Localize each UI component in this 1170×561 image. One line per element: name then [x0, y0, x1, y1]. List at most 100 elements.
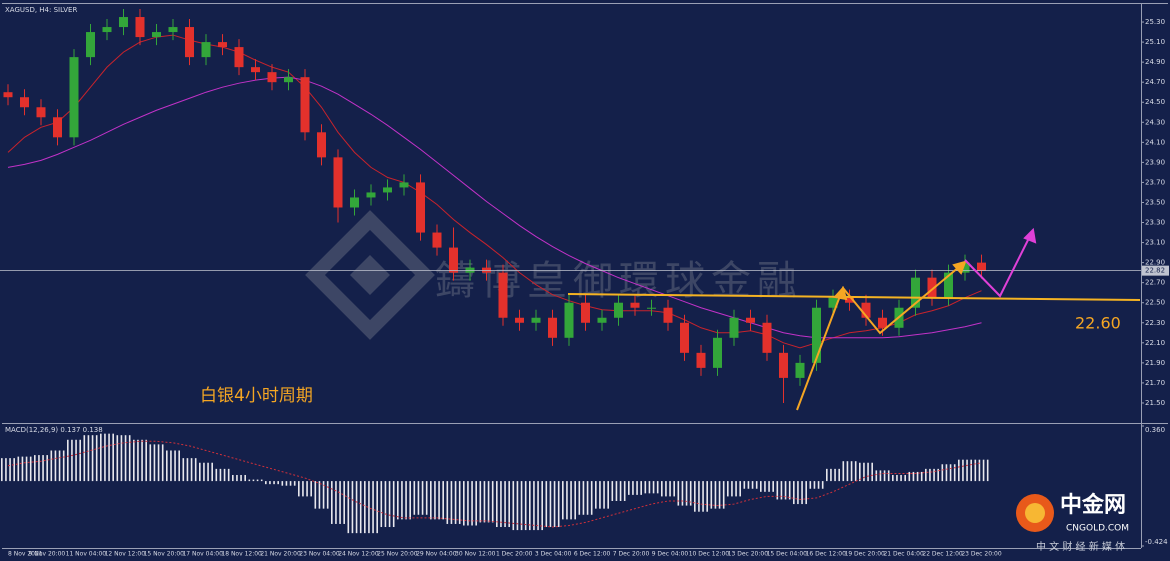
histogram-bar	[875, 470, 878, 482]
y-tick-label: 23.70	[1145, 178, 1165, 186]
candle-body	[845, 297, 854, 303]
histogram-bar	[479, 481, 482, 523]
x-tick-label: 29 Nov 04:00	[416, 551, 457, 558]
histogram-bar-fill	[619, 481, 622, 501]
x-tick-label: 17 Nov 04:00	[182, 551, 223, 558]
histogram-bar	[958, 459, 960, 482]
x-tick-label: 13 Dec 20:00	[728, 551, 769, 558]
histogram-bar-fill	[450, 481, 453, 524]
histogram-bar-fill	[392, 481, 395, 528]
histogram-bar-fill	[883, 470, 886, 482]
histogram-bar	[776, 481, 779, 500]
histogram-bar-fill	[75, 439, 77, 482]
histogram-bar-fill	[553, 481, 556, 528]
histogram-bar-fill	[376, 481, 378, 534]
candle-body	[69, 57, 79, 138]
y-tick-label: 23.10	[1145, 239, 1165, 247]
histogram-bar	[925, 468, 927, 482]
candle-body	[680, 322, 689, 353]
candle-body	[960, 262, 970, 273]
histogram-bar-fill	[590, 481, 593, 515]
histogram-bar-fill	[87, 435, 90, 482]
histogram-bar-fill	[805, 481, 807, 505]
histogram-bar-fill	[9, 458, 11, 482]
histogram-bar	[710, 481, 713, 509]
histogram-bar	[760, 481, 762, 492]
histogram-bar-fill	[137, 439, 139, 482]
histogram-bar-fill	[557, 481, 560, 528]
histogram-bar-fill	[867, 462, 869, 482]
x-tick-label: 6 Dec 12:00	[574, 551, 611, 558]
candle-body	[779, 352, 788, 378]
histogram-bar	[331, 481, 333, 524]
histogram-bar-fill	[937, 468, 939, 482]
histogram-bar-fill	[145, 439, 147, 482]
histogram-bar-fill	[755, 481, 758, 489]
x-tick-label: 23 Nov 04:00	[299, 551, 340, 558]
histogram-bar-fill	[302, 481, 304, 497]
histogram-bar	[149, 444, 152, 482]
histogram-bar-fill	[747, 481, 750, 489]
last-price-label: 22.82	[1145, 267, 1165, 275]
histogram-bar-fill	[434, 481, 436, 520]
x-tick-label: 9 Nov 20:00	[29, 551, 66, 558]
histogram-bar-fill	[500, 481, 502, 528]
caption: 白银4小时周期	[200, 386, 313, 406]
candle-body	[614, 302, 623, 318]
support-label: 22.60	[1075, 314, 1121, 333]
histogram-bar-fill	[949, 464, 952, 482]
histogram-bar-fill	[240, 474, 242, 482]
histogram-bar-fill	[269, 481, 271, 485]
histogram-bar	[644, 481, 647, 494]
histogram-bar-fill	[467, 481, 469, 526]
candle-body	[201, 42, 211, 58]
histogram-bar-fill	[277, 481, 279, 485]
x-tick-label: 12 Nov 12:00	[105, 551, 146, 558]
histogram-bar-fill	[751, 481, 754, 489]
histogram-bar	[793, 481, 795, 505]
histogram-bar	[1, 458, 3, 482]
histogram-bar-fill	[42, 455, 44, 482]
histogram-bar-fill	[739, 481, 741, 497]
x-tick-label: 11 Nov 04:00	[66, 551, 107, 558]
candle-body	[531, 317, 541, 323]
histogram-bar	[446, 481, 449, 524]
candle-body	[861, 302, 871, 318]
histogram-bar-fill	[454, 481, 457, 524]
histogram-bar-fill	[256, 479, 259, 482]
histogram-bar-fill	[582, 481, 585, 515]
histogram-bar-fill	[603, 481, 605, 509]
histogram-bar	[298, 481, 300, 497]
last-price-box	[1142, 265, 1169, 276]
histogram-bar-fill	[318, 481, 321, 509]
histogram-bar-fill	[904, 474, 906, 482]
candle-body	[746, 317, 755, 323]
macd-title: MACD(12,26,9) 0.137 0.138	[5, 426, 103, 434]
candle-body	[498, 272, 508, 318]
candle-body	[795, 362, 805, 378]
histogram-bar-fill	[574, 481, 576, 520]
histogram-bar-fill	[355, 481, 358, 534]
histogram-bar-fill	[673, 481, 675, 497]
histogram-bar-fill	[669, 481, 671, 497]
y-tick-label: 25.30	[1145, 18, 1165, 26]
candle-body	[597, 317, 607, 323]
candle-body	[20, 97, 29, 108]
histogram-bar-fill	[933, 468, 935, 482]
histogram-bar	[83, 435, 86, 482]
histogram-bar-fill	[384, 481, 387, 528]
histogram-bar-fill	[25, 456, 28, 482]
histogram-bar-fill	[38, 455, 40, 482]
candle-body	[878, 317, 887, 328]
watermark-logo	[305, 210, 435, 340]
histogram-bar-fill	[850, 461, 853, 482]
histogram-bar-fill	[13, 458, 15, 482]
x-tick-label: 3 Dec 04:00	[535, 551, 572, 558]
y-tick-label: 24.70	[1145, 78, 1165, 86]
histogram-bar-fill	[731, 481, 733, 497]
candle-body	[663, 307, 673, 323]
histogram-bar-fill	[982, 459, 985, 482]
histogram-bar-fill	[516, 481, 519, 531]
histogram-bar	[413, 481, 416, 515]
